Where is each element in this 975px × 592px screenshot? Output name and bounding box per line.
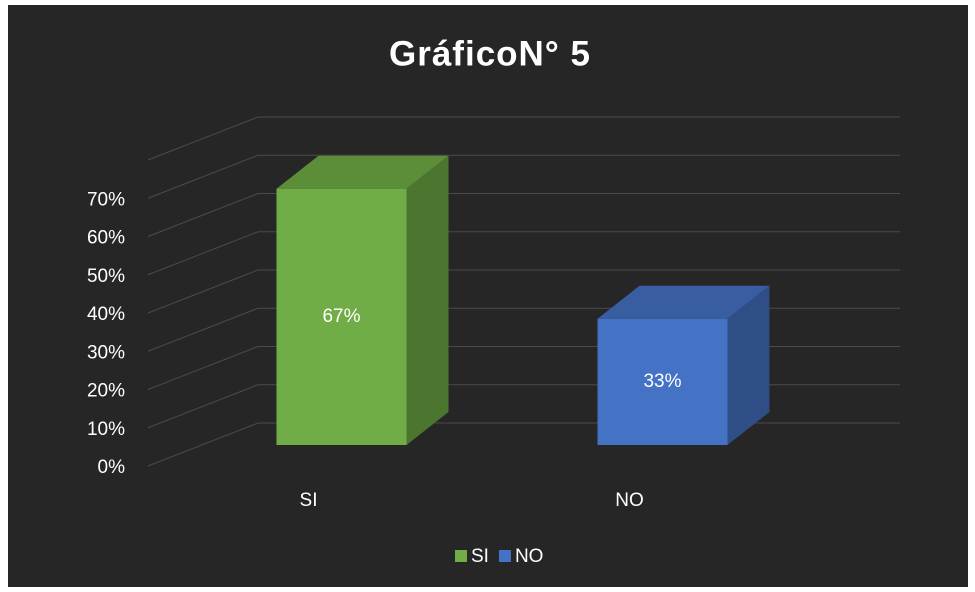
- bar: [276, 188, 407, 445]
- grid-line: [147, 116, 259, 161]
- grid-line: [147, 422, 259, 467]
- y-tick-label: 10%: [87, 419, 125, 440]
- y-tick-label: 50%: [87, 266, 125, 287]
- legend-swatch: [498, 550, 511, 562]
- chart-title: GráficoN° 5: [389, 34, 591, 73]
- grid-line: [147, 154, 259, 199]
- legend-label: SI: [471, 546, 489, 567]
- legend-label: NO: [515, 546, 544, 567]
- bar: [597, 318, 728, 445]
- bar-top: [597, 285, 770, 319]
- bar-top: [276, 155, 449, 189]
- data-label: 33%: [643, 371, 681, 392]
- y-tick-label: 40%: [87, 304, 125, 325]
- y-tick-label: 20%: [87, 381, 125, 402]
- y-tick-label: 60%: [87, 228, 125, 249]
- grid-line: [147, 193, 259, 237]
- grid-line: [147, 231, 259, 276]
- legend-swatch: [455, 550, 467, 562]
- grid-line: [147, 269, 259, 314]
- data-label: 67%: [322, 306, 360, 327]
- y-tick-label: 30%: [87, 342, 125, 363]
- grid-line: [147, 307, 259, 352]
- bar-side: [727, 285, 770, 445]
- bar-side: [406, 155, 449, 445]
- grid-line: [147, 346, 259, 390]
- y-tick-label: 70%: [87, 189, 125, 210]
- y-tick-label: 0%: [98, 457, 126, 478]
- grid-line: [147, 384, 259, 429]
- chart-background: [8, 5, 968, 587]
- x-tick-label: SI: [300, 490, 318, 511]
- x-tick-label: NO: [615, 490, 644, 511]
